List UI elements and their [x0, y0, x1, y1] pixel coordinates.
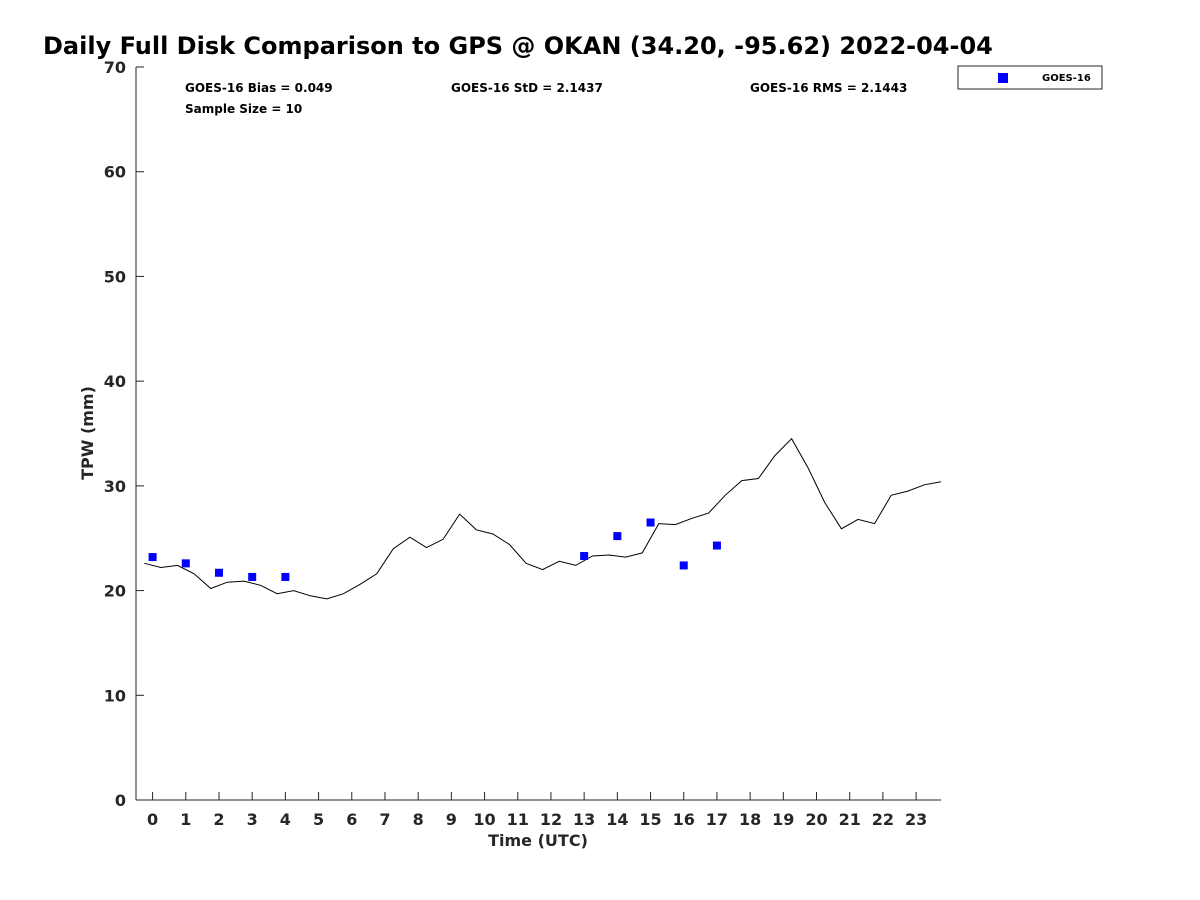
- goes16-point: [148, 553, 157, 562]
- goes16-point: [580, 552, 589, 561]
- goes16-point: [712, 541, 721, 550]
- y-tick-label: 20: [104, 582, 126, 601]
- legend-box: [957, 65, 1103, 90]
- x-tick-label: 19: [772, 810, 794, 829]
- x-tick-label: 15: [639, 810, 661, 829]
- y-tick-label: 60: [104, 163, 126, 182]
- x-tick-label: 4: [280, 810, 291, 829]
- goes16-point: [248, 572, 257, 581]
- y-tick-label: 50: [104, 267, 126, 286]
- goes16-point: [646, 518, 655, 527]
- x-tick-label: 16: [673, 810, 695, 829]
- x-tick-label: 9: [446, 810, 457, 829]
- bias-annotation: GOES-16 Bias = 0.049: [185, 81, 333, 95]
- y-tick-label: 30: [104, 477, 126, 496]
- x-tick-label: 6: [346, 810, 357, 829]
- y-ticks: 0 10 20 30 40 50 60 70: [104, 58, 144, 810]
- x-tick-label: 5: [313, 810, 324, 829]
- legend-label-goes16: GOES-16: [1042, 73, 1091, 84]
- x-tick-label: 14: [606, 810, 628, 829]
- y-tick-label: 10: [104, 686, 126, 705]
- gps-tpw-line: [144, 437, 942, 600]
- x-tick-label: 13: [573, 810, 595, 829]
- x-tick-label: 17: [706, 810, 728, 829]
- plot-frame: [135, 67, 941, 801]
- x-tick-label: 10: [473, 810, 495, 829]
- x-tick-label: 22: [872, 810, 894, 829]
- y-tick-label: 40: [104, 372, 126, 391]
- goes16-point: [181, 559, 190, 568]
- x-tick-label: 11: [507, 810, 529, 829]
- x-tick-label: 7: [379, 810, 390, 829]
- x-tick-label: 21: [839, 810, 861, 829]
- x-tick-label: 12: [540, 810, 562, 829]
- sample-size-annotation: Sample Size = 10: [185, 102, 302, 116]
- legend-marker-goes16: [998, 73, 1008, 83]
- x-tick-label: 18: [739, 810, 761, 829]
- x-tick-label: 0: [147, 810, 158, 829]
- x-tick-label: 20: [805, 810, 827, 829]
- x-tick-label: 2: [213, 810, 224, 829]
- y-tick-label: 70: [104, 58, 126, 77]
- x-tick-label: 23: [905, 810, 927, 829]
- gps-line-series: [144, 437, 942, 600]
- stats-annotations: GOES-16 Bias = 0.049 Sample Size = 10 GO…: [185, 81, 907, 116]
- x-tick-label: 3: [247, 810, 258, 829]
- x-axis-label: Time (UTC): [488, 831, 588, 850]
- std-annotation: GOES-16 StD = 2.1437: [451, 81, 603, 95]
- rms-annotation: GOES-16 RMS = 2.1443: [750, 81, 907, 95]
- goes16-scatter-series: [148, 518, 721, 581]
- goes16-point: [679, 561, 688, 570]
- goes16-point: [214, 568, 223, 577]
- goes16-point: [281, 572, 290, 581]
- legend: GOES-16: [957, 65, 1103, 90]
- y-axis-label: TPW (mm): [78, 386, 97, 480]
- goes16-point: [613, 532, 622, 541]
- y-tick-label: 0: [115, 791, 126, 810]
- x-ticks: 0 1 2 3 4 5 6 7 8 9 10 11 12 13 14 15 16 17 18 19 20 21 22 23: [147, 792, 927, 829]
- x-tick-label: 1: [180, 810, 191, 829]
- chart-title: Daily Full Disk Comparison to GPS @ OKAN…: [43, 32, 993, 60]
- x-tick-label: 8: [413, 810, 424, 829]
